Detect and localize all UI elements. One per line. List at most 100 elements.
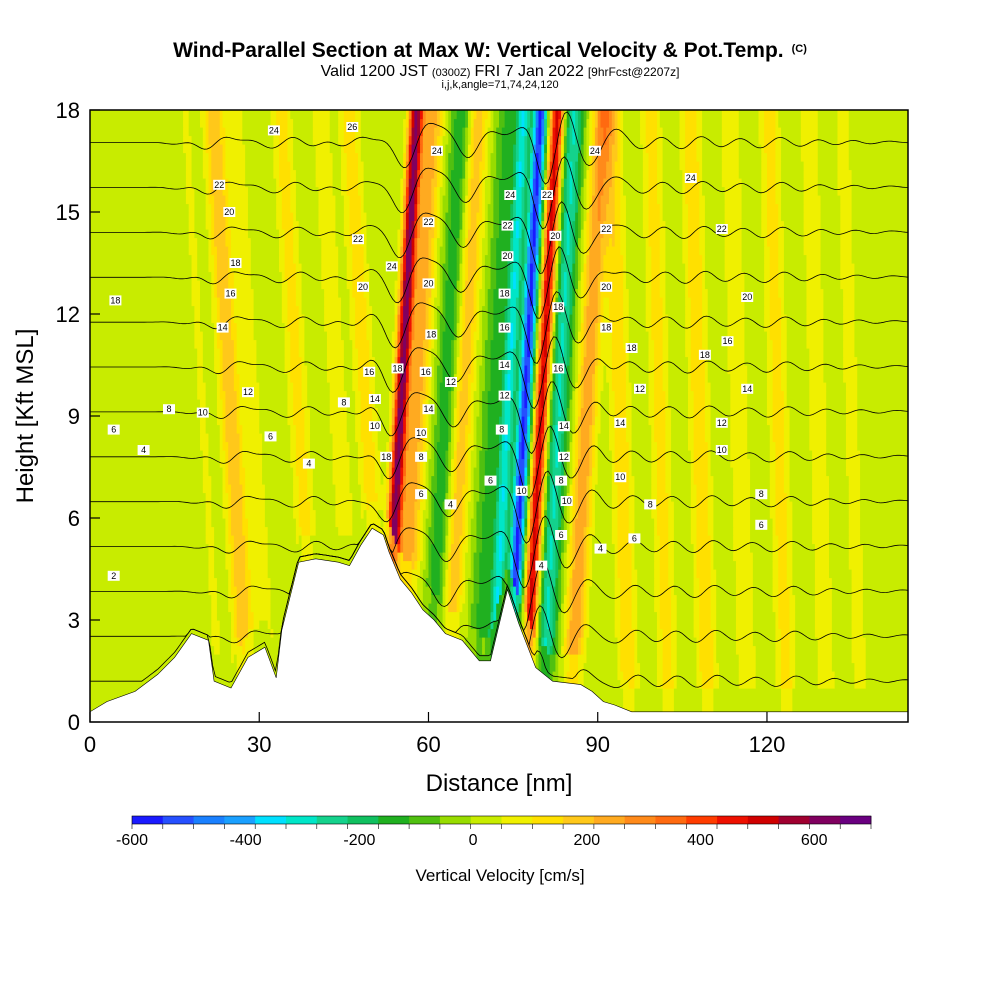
field-cell (188, 246, 198, 256)
field-cell (524, 569, 528, 579)
field-cell (467, 535, 472, 545)
field-cell (769, 288, 779, 298)
field-cell (775, 662, 782, 672)
field-cell (544, 586, 548, 596)
field-cell (541, 297, 545, 307)
field-cell (527, 543, 531, 553)
field-cell (470, 603, 478, 613)
field-cell (546, 518, 551, 528)
field-cell (648, 416, 655, 426)
field-cell (445, 305, 455, 315)
field-cell (561, 467, 565, 477)
field-cell (428, 416, 432, 426)
field-cell (366, 322, 373, 332)
field-cell (518, 450, 523, 460)
field-cell (197, 263, 210, 273)
field-cell (431, 543, 444, 553)
field-cell (843, 331, 855, 341)
field-cell (482, 246, 489, 256)
field-cell (558, 628, 562, 638)
field-cell (549, 671, 554, 681)
field-cell (575, 424, 579, 434)
field-cell (366, 314, 373, 324)
field-cell (558, 288, 562, 298)
field-cell (775, 628, 782, 638)
field-cell (766, 331, 771, 341)
field-cell (431, 569, 441, 579)
field-cell (558, 390, 562, 400)
field-cell (566, 560, 571, 570)
field-cell (501, 467, 509, 477)
field-cell (710, 594, 717, 604)
field-cell (459, 305, 463, 315)
field-cell (549, 399, 554, 409)
field-cell (445, 560, 449, 570)
field-cell (231, 331, 238, 341)
field-cell (493, 569, 497, 579)
field-cell (577, 305, 582, 315)
field-cell (654, 339, 664, 349)
field-cell (786, 560, 793, 570)
field-cell (583, 314, 588, 324)
field-cell (524, 254, 528, 264)
field-cell (465, 458, 469, 468)
field-cell (411, 552, 418, 562)
field-cell (295, 450, 308, 460)
field-cell (527, 441, 531, 451)
field-cell (487, 314, 494, 324)
field-cell (569, 518, 573, 528)
field-cell (445, 280, 458, 290)
field-cell (496, 509, 500, 519)
field-cell (479, 399, 483, 409)
field-cell (527, 603, 531, 613)
field-cell (453, 492, 463, 502)
field-cell (597, 475, 613, 485)
field-cell (806, 297, 824, 307)
field-cell (546, 586, 551, 596)
field-cell (284, 365, 291, 375)
field-cell (518, 356, 523, 366)
field-cell (795, 620, 816, 630)
field-cell (414, 509, 418, 519)
field-cell (487, 441, 500, 451)
field-cell (569, 458, 573, 468)
field-cell (425, 458, 430, 468)
field-cell (665, 484, 672, 494)
field-cell (527, 594, 531, 604)
field-cell (702, 688, 714, 698)
field-cell (561, 382, 565, 392)
field-cell (293, 492, 300, 502)
field-cell (597, 348, 602, 358)
field-cell (544, 475, 548, 485)
field-cell (600, 390, 610, 400)
field-cell (530, 254, 537, 264)
field-cell (233, 577, 246, 587)
field-cell (530, 535, 534, 545)
field-cell (555, 280, 559, 290)
field-cell (242, 509, 246, 519)
field-cell (397, 254, 401, 264)
field-cell (750, 475, 771, 485)
field-cell (451, 450, 455, 460)
field-cell (538, 263, 542, 273)
field-cell (518, 407, 523, 417)
field-cell (690, 484, 698, 494)
field-cell (772, 569, 779, 579)
field-cell (448, 271, 458, 281)
field-cell (473, 484, 480, 494)
field-cell (504, 339, 509, 349)
field-cell (566, 637, 571, 647)
field-cell (577, 501, 588, 511)
field-cell (388, 492, 393, 502)
field-cell (744, 356, 768, 366)
field-cell (792, 560, 816, 570)
field-cell (231, 628, 235, 638)
field-cell (515, 509, 520, 519)
field-cell (583, 263, 588, 273)
field-cell (476, 263, 480, 273)
field-cell (360, 390, 373, 400)
field-cell (293, 509, 300, 519)
field-cell (862, 586, 908, 596)
field-cell (544, 314, 548, 324)
field-cell (501, 586, 506, 596)
